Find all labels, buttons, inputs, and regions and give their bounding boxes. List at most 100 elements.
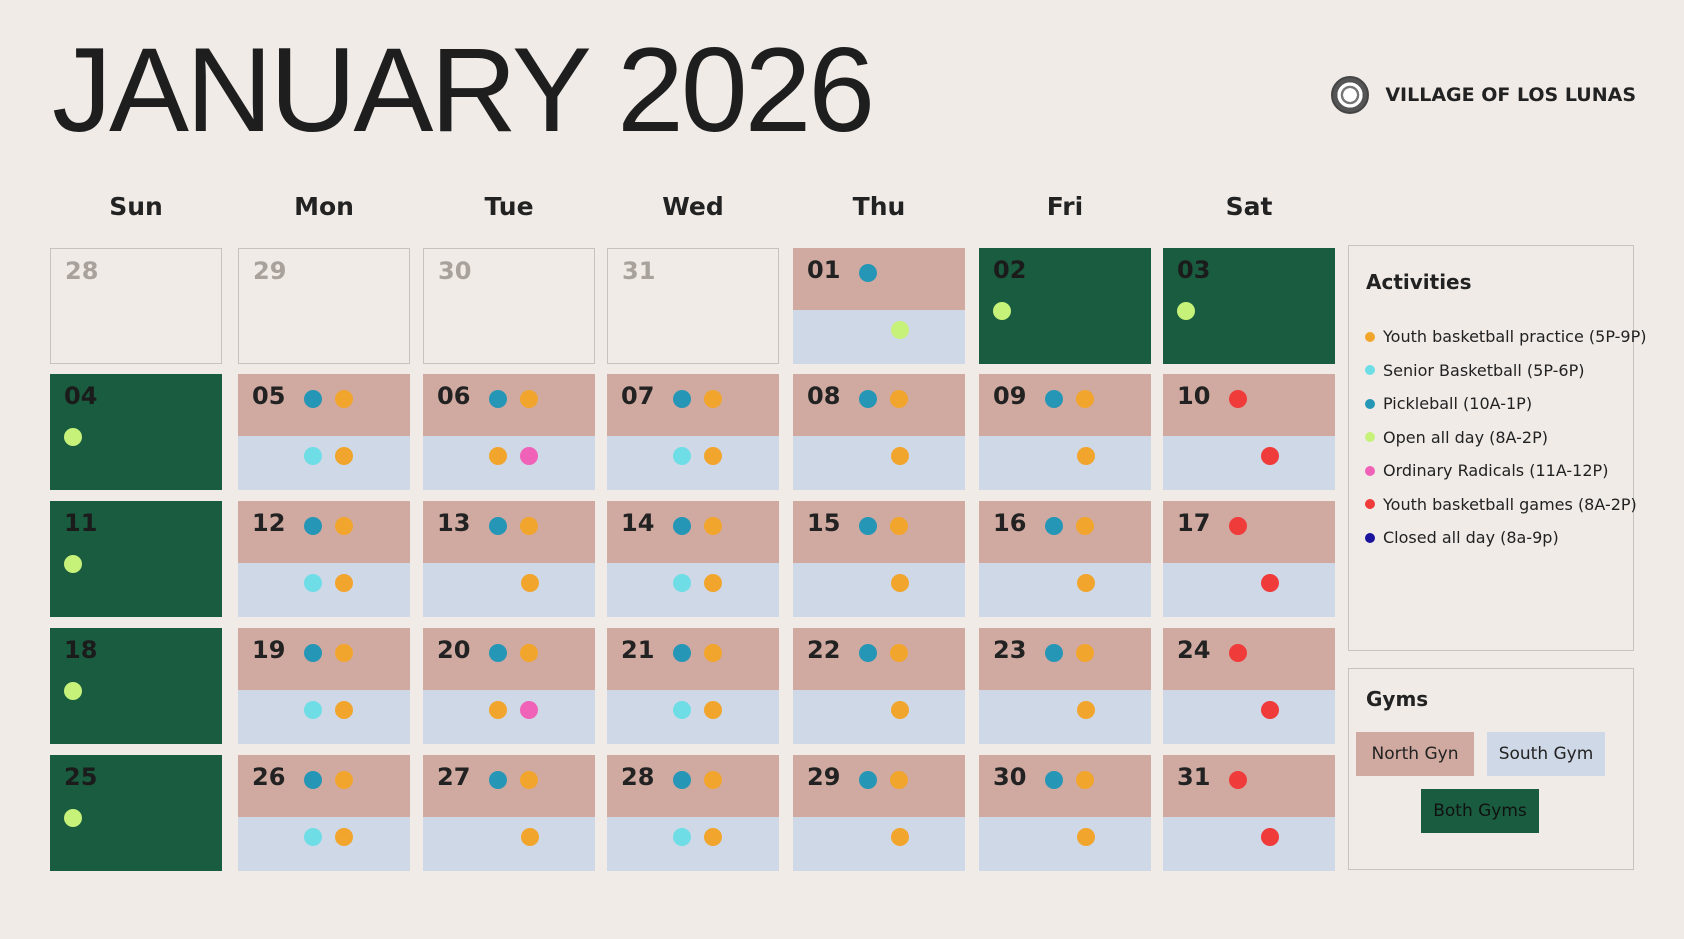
day-cell-05[interactable]: 05 <box>238 374 410 490</box>
pickleball-dot <box>859 644 877 662</box>
youth-practice-dot <box>335 644 353 662</box>
north-activities <box>1229 390 1247 408</box>
youth-practice-dot <box>1076 517 1094 535</box>
day-number: 01 <box>807 256 841 284</box>
youth-practice-dot <box>890 644 908 662</box>
pickleball-dot <box>673 390 691 408</box>
north-gym-band <box>607 628 779 690</box>
open-all-day-dot <box>64 555 82 573</box>
day-cell-07[interactable]: 07 <box>607 374 779 490</box>
senior-basketball-dot <box>304 701 322 719</box>
legend-item-ordinary-radicals: Ordinary Radicals (11A-12P) <box>1365 454 1646 488</box>
youth-practice-dot <box>1077 447 1095 465</box>
youth-games-dot <box>1229 644 1247 662</box>
day-cell-31[interactable]: 31 <box>1163 755 1335 871</box>
day-cell-22[interactable]: 22 <box>793 628 965 744</box>
south-activities <box>891 828 909 846</box>
day-number: 18 <box>64 636 98 664</box>
day-cell-30[interactable]: 30 <box>979 755 1151 871</box>
day-cell-12[interactable]: 12 <box>238 501 410 617</box>
day-cell-06[interactable]: 06 <box>423 374 595 490</box>
youth-games-dot <box>1229 517 1247 535</box>
south-activities <box>1077 701 1095 719</box>
day-cell-14[interactable]: 14 <box>607 501 779 617</box>
day-number: 13 <box>437 509 471 537</box>
day-cell-08[interactable]: 08 <box>793 374 965 490</box>
day-cell-15[interactable]: 15 <box>793 501 965 617</box>
day-cell-28[interactable]: 28 <box>607 755 779 871</box>
north-gym-band <box>607 501 779 563</box>
north-gym-band <box>423 755 595 817</box>
ordinary-radicals-dot <box>1365 465 1375 476</box>
youth-practice-dot <box>521 574 539 592</box>
legend-item-open-all-day: Open all day (8A-2P) <box>1365 421 1646 455</box>
day-number: 11 <box>64 509 98 537</box>
organization-name: VILLAGE OF LOS LUNAS <box>1385 84 1636 106</box>
day-cell-02[interactable]: 02 <box>979 248 1151 364</box>
day-number: 03 <box>1177 256 1211 284</box>
senior-basketball-dot <box>1365 365 1375 376</box>
day-cell-25[interactable]: 25 <box>50 755 222 871</box>
day-cell-03[interactable]: 03 <box>1163 248 1335 364</box>
north-gym-band <box>607 374 779 436</box>
day-cell-16[interactable]: 16 <box>979 501 1151 617</box>
north-gym-band <box>423 501 595 563</box>
day-cell-13[interactable]: 13 <box>423 501 595 617</box>
day-cell-20[interactable]: 20 <box>423 628 595 744</box>
day-cell-29[interactable]: 29 <box>238 248 410 364</box>
south-activities <box>521 828 539 846</box>
south-activities <box>1261 701 1279 719</box>
pickleball-dot <box>859 517 877 535</box>
south-activities <box>304 828 353 846</box>
day-cell-24[interactable]: 24 <box>1163 628 1335 744</box>
north-activities <box>64 428 82 446</box>
day-cell-19[interactable]: 19 <box>238 628 410 744</box>
open-all-day-dot <box>993 302 1011 320</box>
open-all-day-dot <box>64 682 82 700</box>
day-cell-11[interactable]: 11 <box>50 501 222 617</box>
day-number: 31 <box>1177 763 1211 791</box>
day-number: 28 <box>621 763 655 791</box>
day-number: 09 <box>993 382 1027 410</box>
day-cell-29[interactable]: 29 <box>793 755 965 871</box>
day-cell-01[interactable]: 01 <box>793 248 965 364</box>
north-activities <box>673 771 722 789</box>
youth-practice-dot <box>891 447 909 465</box>
youth-practice-dot <box>335 771 353 789</box>
pickleball-dot <box>673 644 691 662</box>
youth-practice-dot <box>891 828 909 846</box>
day-cell-18[interactable]: 18 <box>50 628 222 744</box>
north-gym-band <box>1163 374 1335 436</box>
pickleball-dot <box>1045 517 1063 535</box>
senior-basketball-dot <box>304 447 322 465</box>
day-cell-28[interactable]: 28 <box>50 248 222 364</box>
day-cell-09[interactable]: 09 <box>979 374 1151 490</box>
north-gym-band <box>238 628 410 690</box>
pickleball-dot <box>489 390 507 408</box>
day-cell-23[interactable]: 23 <box>979 628 1151 744</box>
day-cell-26[interactable]: 26 <box>238 755 410 871</box>
ordinary-radicals-dot <box>520 447 538 465</box>
day-cell-21[interactable]: 21 <box>607 628 779 744</box>
north-gym-band <box>238 501 410 563</box>
day-number: 20 <box>437 636 471 664</box>
north-gym-band <box>979 755 1151 817</box>
both-gyms-swatch: Both Gyms <box>1421 789 1539 833</box>
north-gym-band <box>423 374 595 436</box>
day-cell-31[interactable]: 31 <box>607 248 779 364</box>
day-cell-27[interactable]: 27 <box>423 755 595 871</box>
north-gym-band <box>238 755 410 817</box>
day-cell-04[interactable]: 04 <box>50 374 222 490</box>
pickleball-dot <box>1365 398 1375 409</box>
north-activities <box>859 771 908 789</box>
closed-all-day-dot <box>1365 532 1375 543</box>
north-gym-band <box>607 755 779 817</box>
north-gym-band <box>1163 501 1335 563</box>
youth-practice-dot <box>890 390 908 408</box>
day-cell-10[interactable]: 10 <box>1163 374 1335 490</box>
pickleball-dot <box>673 517 691 535</box>
day-cell-17[interactable]: 17 <box>1163 501 1335 617</box>
north-gym-band <box>793 755 965 817</box>
day-cell-30[interactable]: 30 <box>423 248 595 364</box>
youth-practice-dot <box>1076 390 1094 408</box>
